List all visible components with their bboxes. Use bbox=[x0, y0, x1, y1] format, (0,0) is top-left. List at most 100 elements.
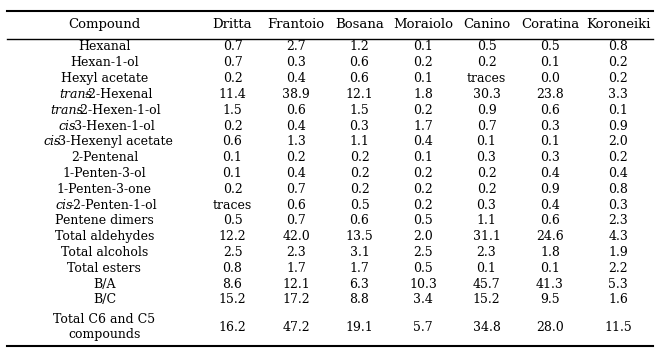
Text: 3.3: 3.3 bbox=[609, 88, 628, 101]
Text: 3.1: 3.1 bbox=[350, 246, 370, 259]
Text: Compound: Compound bbox=[68, 18, 141, 31]
Text: 28.0: 28.0 bbox=[536, 321, 564, 334]
Text: 2-Pentenal: 2-Pentenal bbox=[71, 151, 138, 164]
Text: 0.6: 0.6 bbox=[350, 56, 370, 69]
Bar bbox=[7, 197, 201, 213]
Text: 0.5: 0.5 bbox=[540, 41, 560, 54]
Text: 2.3: 2.3 bbox=[477, 246, 496, 259]
Text: 8.8: 8.8 bbox=[350, 293, 370, 307]
Text: 0.6: 0.6 bbox=[350, 215, 370, 228]
Text: -3-Hexenyl acetate: -3-Hexenyl acetate bbox=[53, 135, 172, 148]
Text: 0.8: 0.8 bbox=[222, 262, 242, 275]
Text: 1.8: 1.8 bbox=[413, 88, 433, 101]
Text: 17.2: 17.2 bbox=[282, 293, 310, 307]
Text: 0.4: 0.4 bbox=[540, 167, 560, 180]
Text: 0.4: 0.4 bbox=[540, 198, 560, 212]
Text: Koroneiki: Koroneiki bbox=[586, 18, 651, 31]
Text: cis: cis bbox=[44, 135, 61, 148]
Text: 34.8: 34.8 bbox=[473, 321, 500, 334]
Text: -2-Hexen-1-ol: -2-Hexen-1-ol bbox=[77, 104, 161, 117]
Text: -2-Penten-1-ol: -2-Penten-1-ol bbox=[69, 198, 157, 212]
Text: 0.2: 0.2 bbox=[413, 167, 433, 180]
Text: 0.2: 0.2 bbox=[350, 183, 370, 196]
Text: 1.7: 1.7 bbox=[286, 262, 306, 275]
Text: 0.1: 0.1 bbox=[477, 135, 496, 148]
Text: 1-Penten-3-one: 1-Penten-3-one bbox=[57, 183, 152, 196]
Text: 0.1: 0.1 bbox=[609, 104, 628, 117]
Text: 0.5: 0.5 bbox=[222, 215, 242, 228]
Text: trans: trans bbox=[59, 88, 92, 101]
Text: 0.2: 0.2 bbox=[413, 198, 433, 212]
Text: 1-Penten-3-ol: 1-Penten-3-ol bbox=[63, 167, 147, 180]
Text: 1.1: 1.1 bbox=[350, 135, 370, 148]
Bar bbox=[7, 134, 201, 149]
Text: Frantoio: Frantoio bbox=[267, 18, 325, 31]
Text: 0.5: 0.5 bbox=[413, 262, 433, 275]
Text: 6.3: 6.3 bbox=[350, 278, 370, 290]
Text: Bosana: Bosana bbox=[335, 18, 384, 31]
Text: 0.2: 0.2 bbox=[609, 56, 628, 69]
Text: B/A: B/A bbox=[93, 278, 115, 290]
Text: 12.2: 12.2 bbox=[218, 230, 246, 243]
Text: 15.2: 15.2 bbox=[473, 293, 500, 307]
Text: 0.6: 0.6 bbox=[222, 135, 242, 148]
Text: cis: cis bbox=[55, 198, 73, 212]
Text: -2-Hexenal: -2-Hexenal bbox=[84, 88, 153, 101]
Text: 0.5: 0.5 bbox=[413, 215, 433, 228]
Text: 0.2: 0.2 bbox=[477, 183, 496, 196]
Text: 5.7: 5.7 bbox=[413, 321, 433, 334]
Text: 0.7: 0.7 bbox=[286, 183, 306, 196]
Text: Dritta: Dritta bbox=[213, 18, 252, 31]
Text: 2.5: 2.5 bbox=[222, 246, 242, 259]
Text: 0.6: 0.6 bbox=[540, 215, 560, 228]
Text: 42.0: 42.0 bbox=[282, 230, 310, 243]
Text: Canino: Canino bbox=[463, 18, 510, 31]
Text: 0.2: 0.2 bbox=[222, 119, 242, 133]
Text: 0.2: 0.2 bbox=[413, 104, 433, 117]
Text: 0.1: 0.1 bbox=[222, 167, 242, 180]
Text: cis: cis bbox=[58, 119, 75, 133]
Text: 0.0: 0.0 bbox=[540, 72, 560, 85]
Text: 0.9: 0.9 bbox=[609, 119, 628, 133]
Text: 4.3: 4.3 bbox=[609, 230, 628, 243]
Text: 0.3: 0.3 bbox=[540, 151, 560, 164]
Text: 24.6: 24.6 bbox=[536, 230, 564, 243]
Text: 0.6: 0.6 bbox=[540, 104, 560, 117]
Text: 11.4: 11.4 bbox=[218, 88, 246, 101]
Text: 1.7: 1.7 bbox=[350, 262, 370, 275]
Text: 38.9: 38.9 bbox=[282, 88, 310, 101]
Text: 0.7: 0.7 bbox=[286, 215, 306, 228]
Text: 0.4: 0.4 bbox=[286, 119, 306, 133]
Text: B/C: B/C bbox=[93, 293, 116, 307]
Text: 0.1: 0.1 bbox=[540, 56, 560, 69]
Text: 0.3: 0.3 bbox=[477, 198, 496, 212]
Text: 16.2: 16.2 bbox=[218, 321, 246, 334]
Text: 0.3: 0.3 bbox=[477, 151, 496, 164]
Text: 9.5: 9.5 bbox=[541, 293, 560, 307]
Text: 23.8: 23.8 bbox=[536, 88, 564, 101]
Text: 47.2: 47.2 bbox=[282, 321, 310, 334]
Text: 0.2: 0.2 bbox=[609, 151, 628, 164]
Text: 8.6: 8.6 bbox=[222, 278, 242, 290]
Text: 0.6: 0.6 bbox=[286, 198, 306, 212]
Text: 0.6: 0.6 bbox=[286, 104, 306, 117]
Text: 0.4: 0.4 bbox=[286, 167, 306, 180]
Text: 0.2: 0.2 bbox=[350, 167, 370, 180]
Text: 0.3: 0.3 bbox=[286, 56, 306, 69]
Text: 19.1: 19.1 bbox=[346, 321, 374, 334]
Text: 0.2: 0.2 bbox=[477, 56, 496, 69]
Text: 0.2: 0.2 bbox=[413, 183, 433, 196]
Text: 1.5: 1.5 bbox=[350, 104, 370, 117]
Text: -3-Hexen-1-ol: -3-Hexen-1-ol bbox=[71, 119, 156, 133]
Text: Hexyl acetate: Hexyl acetate bbox=[61, 72, 148, 85]
Text: 0.1: 0.1 bbox=[413, 41, 433, 54]
Text: 0.7: 0.7 bbox=[222, 56, 242, 69]
Text: Coratina: Coratina bbox=[521, 18, 579, 31]
Text: 0.5: 0.5 bbox=[350, 198, 370, 212]
Text: 1.1: 1.1 bbox=[477, 215, 496, 228]
Text: 0.1: 0.1 bbox=[540, 135, 560, 148]
Text: 2.5: 2.5 bbox=[413, 246, 433, 259]
Text: 41.3: 41.3 bbox=[536, 278, 564, 290]
Text: trans-2-Hexenal: trans-2-Hexenal bbox=[53, 88, 155, 101]
Text: 0.3: 0.3 bbox=[609, 198, 628, 212]
